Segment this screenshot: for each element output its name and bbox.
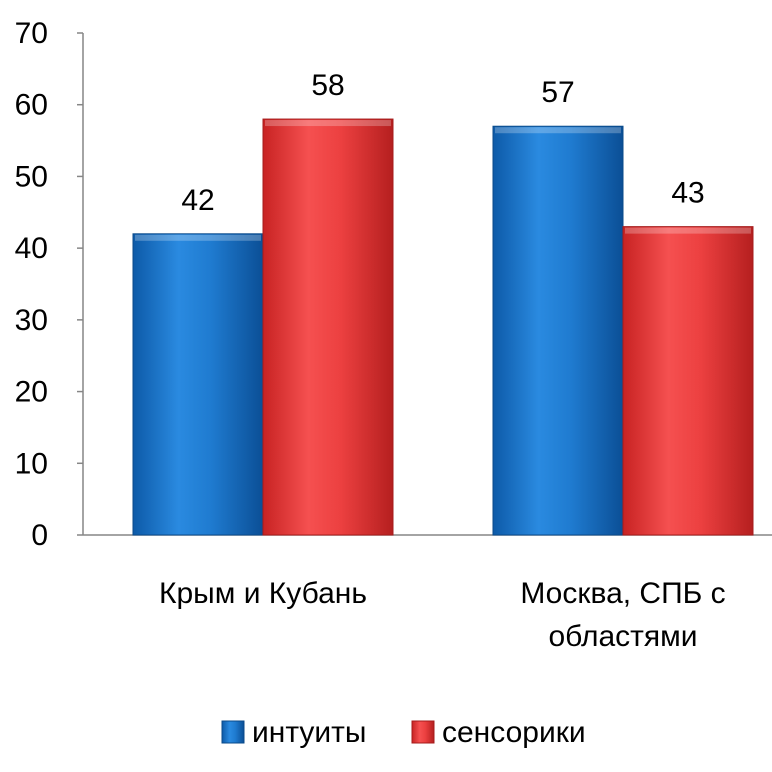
y-tick-label: 10 [15, 447, 48, 480]
y-tick-label: 20 [15, 376, 48, 409]
bar-intuity-0 [132, 233, 264, 536]
legend-label: интуиты [252, 716, 366, 749]
y-tick-label: 60 [15, 89, 48, 122]
data-label: 42 [181, 184, 214, 217]
legend-swatch-sensoriki [411, 720, 435, 744]
y-tick-label: 30 [15, 304, 48, 337]
x-axis-categories: Крым и Кубань Москва, СПБ с областями [159, 577, 726, 653]
data-labels: 42 58 57 43 [181, 69, 704, 217]
bar-intuity-1 [492, 125, 624, 536]
bar-sensoriki-1 [622, 226, 754, 536]
category-label: областями [548, 620, 697, 653]
y-tick-label: 40 [15, 232, 48, 265]
bars [132, 118, 754, 536]
bar-highlight [265, 120, 391, 127]
data-label: 43 [671, 177, 704, 210]
bar-sensoriki-0 [262, 118, 394, 536]
legend-swatch-intuity [221, 720, 245, 744]
bar-highlight [625, 227, 751, 234]
y-axis: 0 10 20 30 40 50 60 70 [15, 17, 772, 552]
y-tick-label: 0 [31, 519, 48, 552]
y-tick-label: 50 [15, 160, 48, 193]
data-label: 58 [311, 69, 344, 102]
legend: интуиты сенсорики [221, 716, 586, 749]
bar-highlight [495, 127, 621, 134]
bar-highlight [135, 234, 261, 241]
category-label: Крым и Кубань [159, 577, 367, 610]
y-tick-label: 70 [15, 17, 48, 50]
data-label: 57 [541, 76, 574, 109]
category-label: Москва, СПБ с [520, 577, 725, 610]
legend-label: сенсорики [442, 716, 586, 749]
